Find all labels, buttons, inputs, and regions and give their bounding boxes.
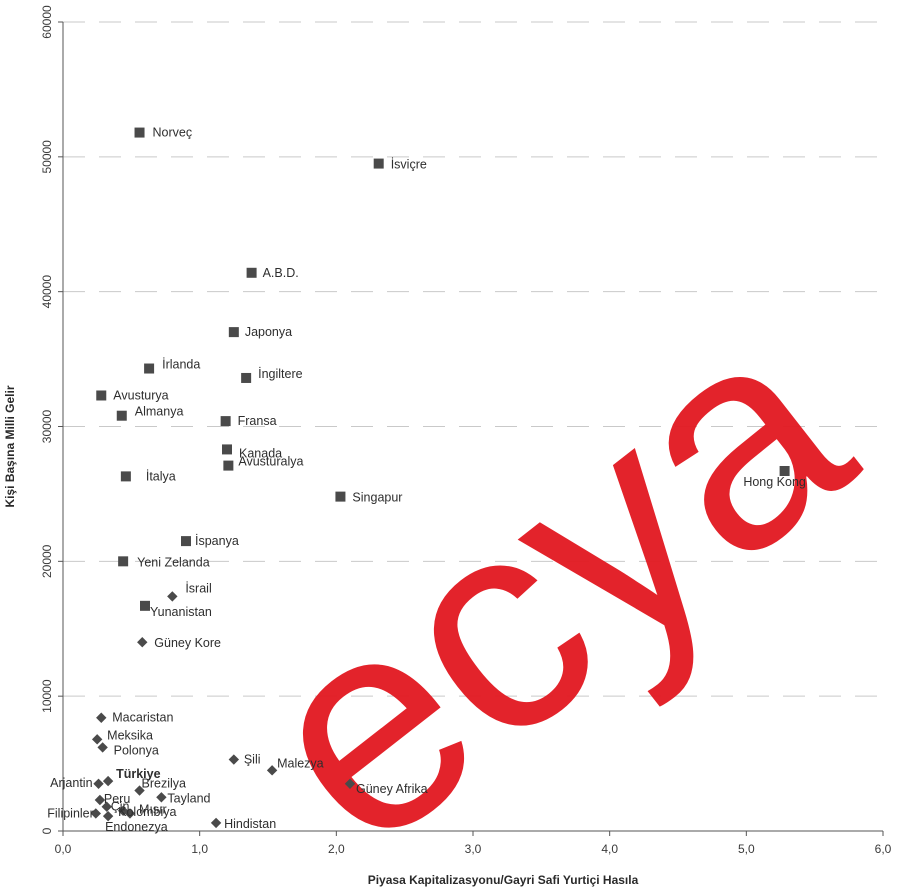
y-tick-label: 0 <box>40 827 54 834</box>
diamond-marker <box>102 775 114 787</box>
x-tick-label: 3,0 <box>465 842 482 856</box>
diamond-marker <box>91 734 103 745</box>
y-tick-label: 60000 <box>40 5 54 39</box>
y-tick-label: 10000 <box>40 679 54 713</box>
point-label: Tayland <box>167 791 210 805</box>
square-marker <box>144 363 155 374</box>
square-marker <box>118 556 129 567</box>
point-label: Brezilya <box>142 777 187 791</box>
point-label: İrlanda <box>162 358 200 372</box>
diamond-marker <box>124 808 136 819</box>
y-tick-label: 40000 <box>40 275 54 309</box>
point-label: İsviçre <box>391 158 427 172</box>
diamond-marker <box>97 742 108 753</box>
diamond-marker <box>167 591 178 602</box>
point-label: Meksika <box>107 728 153 742</box>
square-marker <box>335 491 346 502</box>
point-label: Yunanistan <box>150 605 212 619</box>
diamond-marker <box>156 792 167 803</box>
watermark: ecya <box>198 254 901 893</box>
square-marker <box>222 444 232 455</box>
square-marker <box>134 127 145 138</box>
y-axis-title: Kişi Başına Milli Gelir <box>3 385 17 507</box>
point-label: İsrail <box>185 581 211 595</box>
point-label: Peru <box>104 792 130 806</box>
diamond-marker <box>93 778 104 790</box>
point-label: Filipinler <box>47 806 94 820</box>
point-label: Endonezya <box>105 820 168 834</box>
point-label: Yeni Zelanda <box>137 555 210 569</box>
point-label: Singapur <box>352 491 402 505</box>
diamond-marker <box>228 754 240 765</box>
point-label: Japonya <box>245 325 292 339</box>
x-tick-label: 6,0 <box>875 842 892 856</box>
square-marker <box>241 372 252 383</box>
point-label: Almanya <box>135 405 184 419</box>
x-tick-label: 5,0 <box>738 842 755 856</box>
square-marker <box>223 460 234 471</box>
diamond-marker <box>94 794 106 806</box>
grid-lines <box>63 21 883 697</box>
point-label: İtalya <box>146 469 176 483</box>
point-label: Polonya <box>114 743 159 757</box>
point-label: Hindistan <box>224 817 276 831</box>
square-marker <box>181 536 191 547</box>
x-tick-label: 1,0 <box>191 842 208 856</box>
square-marker <box>779 465 790 476</box>
square-marker <box>246 267 257 278</box>
point-label: Fransa <box>238 414 277 428</box>
square-marker <box>228 327 239 338</box>
diamond-marker <box>137 637 148 648</box>
diamond-marker <box>101 801 112 812</box>
x-tick-label: 4,0 <box>601 842 618 856</box>
square-marker <box>373 158 384 169</box>
y-tick-label: 30000 <box>40 409 54 443</box>
square-marker <box>120 471 131 482</box>
point-label: İngiltere <box>258 367 303 381</box>
point-label: Malezya <box>277 756 324 770</box>
point-label: Kanada <box>239 446 282 460</box>
square-marker <box>140 600 150 611</box>
diamond-marker <box>344 778 356 790</box>
point-label: Arjantin <box>50 776 92 790</box>
x-tick-label: 2,0 <box>328 842 345 856</box>
x-axis-ticks: 0,0 1,0 2,0 3,0 4,0 5,0 6,0 <box>55 831 892 856</box>
y-axis-ticks: 0 10000 20000 30000 40000 50000 60000 <box>40 5 63 834</box>
diamond-marker <box>134 785 145 796</box>
y-tick-label: 20000 <box>40 544 54 578</box>
point-label: Hong Kong <box>743 475 806 489</box>
diamond-marker <box>90 808 101 819</box>
square-marker <box>116 410 127 421</box>
square-marker <box>220 416 231 427</box>
y-tick-label: 50000 <box>40 140 54 174</box>
point-label: Güney Afrika <box>356 782 428 796</box>
data-points <box>90 127 790 829</box>
point-label: Avusturya <box>113 388 168 402</box>
watermark-text: ecya <box>198 254 901 893</box>
point-label: A.B.D. <box>263 266 299 280</box>
point-label: Çin <box>111 800 130 814</box>
point-labels: Norveç İsviçre A.B.D. Japonya İrlanda İngilte… <box>47 126 806 835</box>
x-axis-title: Piyasa Kapitalizasyonu/Gayri Safi Yurtiç… <box>368 873 639 887</box>
point-label: Türkiye <box>116 767 161 781</box>
point-label: Şili <box>244 753 261 767</box>
diamond-marker <box>96 712 107 723</box>
point-label: Norveç <box>153 126 193 140</box>
point-label: Mısır <box>139 802 167 816</box>
point-label: Kolombiya <box>118 805 176 819</box>
diamond-marker <box>102 810 114 822</box>
point-label: İspanya <box>195 534 239 548</box>
point-label: Macaristan <box>112 711 173 725</box>
square-marker <box>96 390 107 401</box>
diamond-marker <box>210 817 222 829</box>
point-label: Avusturalya <box>238 455 303 469</box>
diamond-marker <box>266 765 278 776</box>
point-label: Güney Kore <box>154 636 221 650</box>
x-tick-label: 0,0 <box>55 842 72 856</box>
